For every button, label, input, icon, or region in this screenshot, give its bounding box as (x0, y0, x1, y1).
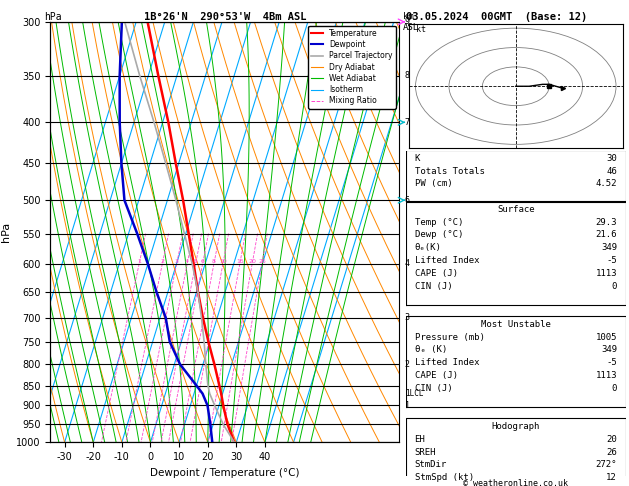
Text: K: K (415, 154, 420, 163)
Text: Temp (°C): Temp (°C) (415, 218, 463, 226)
Text: 21.6: 21.6 (596, 230, 617, 240)
Text: 1113: 1113 (596, 371, 617, 380)
Text: 8: 8 (212, 259, 216, 264)
Text: Pressure (mb): Pressure (mb) (415, 332, 484, 342)
Text: CIN (J): CIN (J) (415, 281, 452, 291)
X-axis label: Dewpoint / Temperature (°C): Dewpoint / Temperature (°C) (150, 468, 299, 478)
Text: CIN (J): CIN (J) (415, 383, 452, 393)
Text: θₑ (K): θₑ (K) (415, 346, 447, 354)
Text: 26: 26 (606, 448, 617, 456)
Text: 1113: 1113 (596, 269, 617, 278)
Text: 0: 0 (611, 281, 617, 291)
Text: Totals Totals: Totals Totals (415, 167, 484, 175)
Text: EH: EH (415, 435, 425, 444)
Text: Most Unstable: Most Unstable (481, 320, 551, 329)
Text: 4: 4 (404, 260, 409, 268)
Text: km
ASL: km ASL (403, 12, 419, 32)
Text: 20: 20 (606, 435, 617, 444)
Text: Lifted Index: Lifted Index (415, 256, 479, 265)
Text: SREH: SREH (415, 448, 436, 456)
Legend: Temperature, Dewpoint, Parcel Trajectory, Dry Adiabat, Wet Adiabat, Isotherm, Mi: Temperature, Dewpoint, Parcel Trajectory… (308, 26, 396, 108)
Text: hPa: hPa (44, 12, 62, 22)
Text: 2: 2 (404, 360, 409, 369)
Text: 7: 7 (404, 118, 409, 127)
Text: 6: 6 (201, 259, 204, 264)
Text: θₑ(K): θₑ(K) (415, 243, 442, 252)
Text: 1: 1 (137, 259, 141, 264)
Text: 10: 10 (219, 259, 227, 264)
Text: 272°: 272° (596, 460, 617, 469)
Y-axis label: hPa: hPa (1, 222, 11, 242)
Text: 15: 15 (236, 259, 243, 264)
Text: 5: 5 (194, 259, 198, 264)
Text: Dewp (°C): Dewp (°C) (415, 230, 463, 240)
Text: 29.3: 29.3 (596, 218, 617, 226)
Text: 1LCL: 1LCL (404, 389, 423, 398)
Text: Lifted Index: Lifted Index (415, 358, 479, 367)
Text: 1B°26'N  290°53'W  4Bm ASL: 1B°26'N 290°53'W 4Bm ASL (143, 12, 306, 22)
Text: 3: 3 (175, 259, 179, 264)
Text: 30: 30 (606, 154, 617, 163)
Text: CAPE (J): CAPE (J) (415, 371, 457, 380)
Text: 9: 9 (404, 17, 409, 26)
Text: 1: 1 (404, 401, 409, 410)
Text: 4.52: 4.52 (596, 179, 617, 189)
Text: 349: 349 (601, 243, 617, 252)
Text: Surface: Surface (497, 205, 535, 214)
Text: 4: 4 (185, 259, 189, 264)
Text: StmDir: StmDir (415, 460, 447, 469)
Text: -5: -5 (606, 256, 617, 265)
Text: 1005: 1005 (596, 332, 617, 342)
Text: 20: 20 (248, 259, 256, 264)
Text: Hodograph: Hodograph (492, 422, 540, 431)
Text: -5: -5 (606, 358, 617, 367)
Text: 8: 8 (404, 71, 409, 80)
Text: 12: 12 (606, 473, 617, 482)
Text: © weatheronline.co.uk: © weatheronline.co.uk (464, 479, 568, 486)
Text: 3: 3 (404, 313, 409, 322)
Text: CAPE (J): CAPE (J) (415, 269, 457, 278)
Text: kt: kt (416, 25, 426, 34)
Text: 25: 25 (258, 259, 266, 264)
Text: 6: 6 (404, 196, 409, 205)
Text: 0: 0 (611, 383, 617, 393)
Text: StmSpd (kt): StmSpd (kt) (415, 473, 474, 482)
Text: 2: 2 (160, 259, 164, 264)
Text: 46: 46 (606, 167, 617, 175)
Text: 03.05.2024  00GMT  (Base: 12): 03.05.2024 00GMT (Base: 12) (406, 12, 587, 22)
Text: 349: 349 (601, 346, 617, 354)
Text: PW (cm): PW (cm) (415, 179, 452, 189)
